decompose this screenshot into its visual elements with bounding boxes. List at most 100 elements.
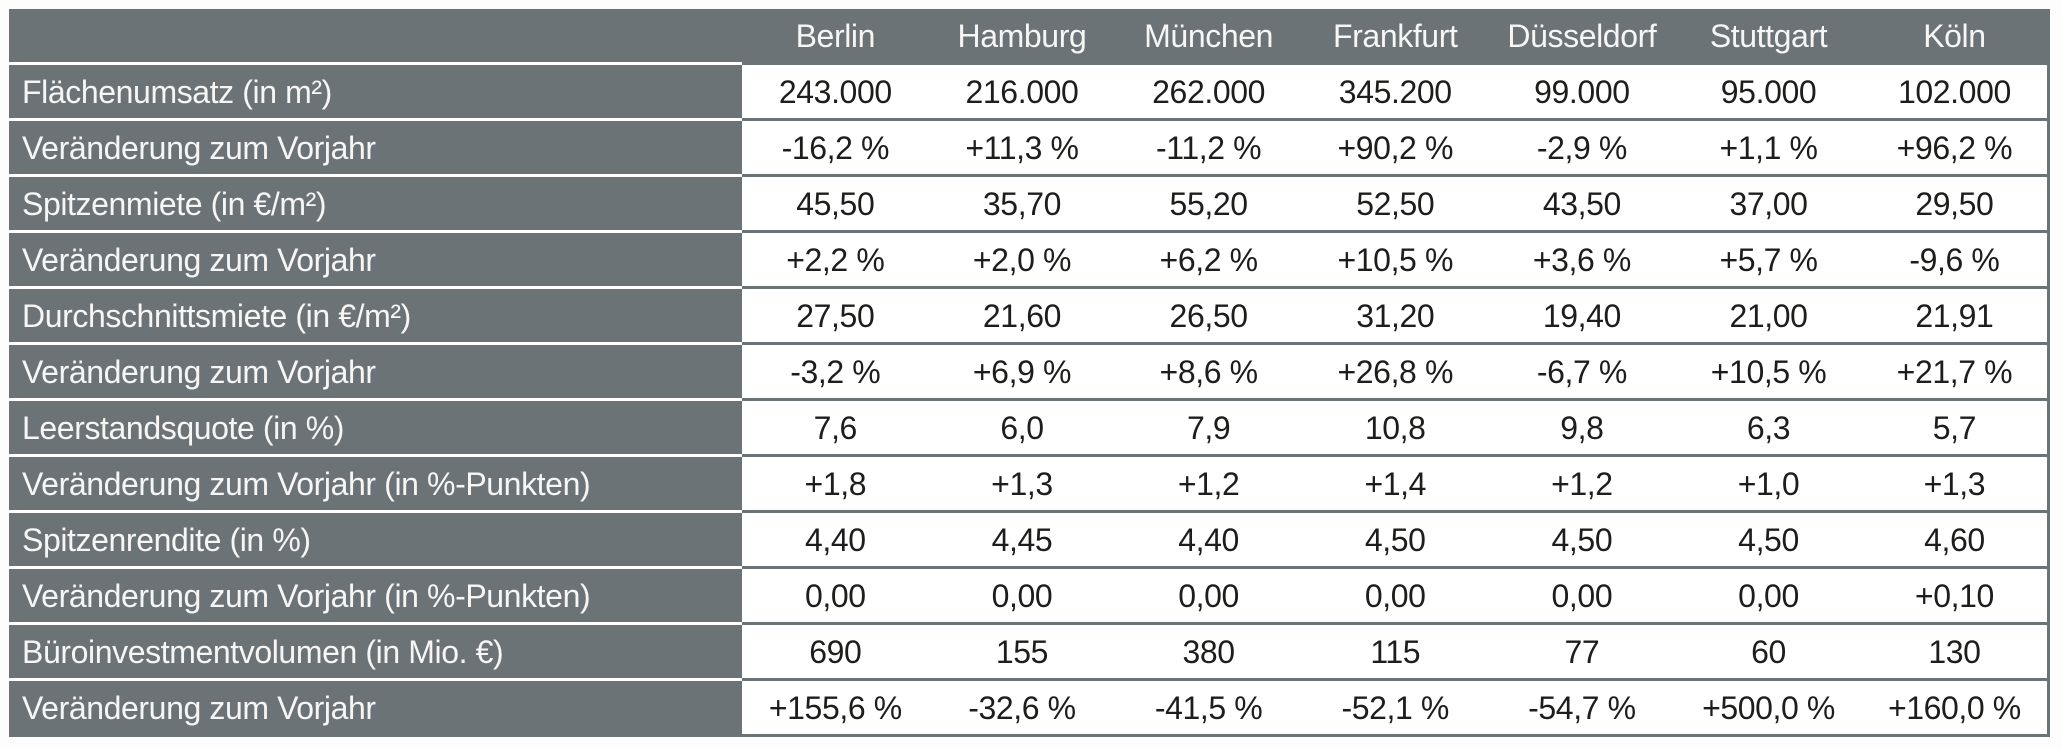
- value-cell: 27,50: [742, 286, 929, 344]
- value-cell: 95.000: [1675, 62, 1862, 120]
- value-cell: -54,7 %: [1488, 678, 1676, 737]
- value-cell: 0,00: [928, 566, 1116, 624]
- header-row: Berlin Hamburg München Frankfurt Düsseld…: [9, 9, 2050, 64]
- value-cell: +1,4: [1301, 454, 1489, 512]
- value-cell: +1,3: [1861, 454, 2050, 512]
- row-label: Veränderung zum Vorjahr: [9, 118, 742, 176]
- value-cell: +5,7 %: [1675, 230, 1862, 288]
- value-cell: 7,6: [742, 398, 929, 456]
- value-cell: +8,6 %: [1115, 342, 1302, 400]
- value-cell: 26,50: [1115, 286, 1302, 344]
- table-row-flaechenumsatz: Flächenumsatz (in m²) 243.000 216.000 26…: [9, 62, 2050, 120]
- value-cell: 43,50: [1488, 174, 1676, 232]
- value-cell: 0,00: [1675, 566, 1862, 624]
- column-header-koeln: Köln: [1861, 9, 2050, 64]
- value-cell: 4,50: [1675, 510, 1862, 568]
- value-cell: +1,2: [1115, 454, 1302, 512]
- value-cell: 6,3: [1675, 398, 1862, 456]
- column-header-berlin: Berlin: [742, 9, 929, 64]
- value-cell: +0,10: [1861, 566, 2050, 624]
- table-row-spitzenrendite: Spitzenrendite (in %) 4,40 4,45 4,40 4,5…: [9, 510, 2050, 568]
- value-cell: -41,5 %: [1115, 678, 1302, 737]
- row-label: Spitzenrendite (in %): [9, 510, 742, 568]
- value-cell: 380: [1115, 622, 1302, 680]
- value-cell: 4,60: [1861, 510, 2050, 568]
- table-row-spitzenmiete: Spitzenmiete (in €/m²) 45,50 35,70 55,20…: [9, 174, 2050, 232]
- value-cell: +21,7 %: [1861, 342, 2050, 400]
- value-cell: 19,40: [1488, 286, 1676, 344]
- value-cell: +2,2 %: [742, 230, 929, 288]
- value-cell: +155,6 %: [742, 678, 929, 737]
- value-cell: 21,00: [1675, 286, 1862, 344]
- value-cell: 37,00: [1675, 174, 1862, 232]
- value-cell: -52,1 %: [1301, 678, 1489, 737]
- row-label: Büroinvestmentvolumen (in Mio. €): [9, 622, 742, 680]
- value-cell: 21,91: [1861, 286, 2050, 344]
- value-cell: -2,9 %: [1488, 118, 1676, 176]
- value-cell: 4,45: [928, 510, 1116, 568]
- row-label: Veränderung zum Vorjahr (in %-Punkten): [9, 566, 742, 624]
- value-cell: 6,0: [928, 398, 1116, 456]
- column-header-muenchen: München: [1115, 9, 1302, 64]
- row-label: Durchschnittsmiete (in €/m²): [9, 286, 742, 344]
- value-cell: +1,0: [1675, 454, 1862, 512]
- value-cell: 5,7: [1861, 398, 2050, 456]
- value-cell: 35,70: [928, 174, 1116, 232]
- value-cell: 77: [1488, 622, 1676, 680]
- value-cell: +3,6 %: [1488, 230, 1676, 288]
- value-cell: -3,2 %: [742, 342, 929, 400]
- value-cell: +6,2 %: [1115, 230, 1302, 288]
- value-cell: 9,8: [1488, 398, 1676, 456]
- value-cell: 21,60: [928, 286, 1116, 344]
- row-label: Veränderung zum Vorjahr: [9, 678, 742, 737]
- value-cell: +500,0 %: [1675, 678, 1862, 737]
- value-cell: 4,40: [742, 510, 929, 568]
- table-row-veraenderung-spitzenrendite: Veränderung zum Vorjahr (in %-Punkten) 0…: [9, 566, 2050, 624]
- value-cell: +10,5 %: [1301, 230, 1489, 288]
- table-row-veraenderung-leerstandsquote: Veränderung zum Vorjahr (in %-Punkten) +…: [9, 454, 2050, 512]
- table-row-veraenderung-durchschnittsmiete: Veränderung zum Vorjahr -3,2 % +6,9 % +8…: [9, 342, 2050, 400]
- value-cell: +1,3: [928, 454, 1116, 512]
- value-cell: +10,5 %: [1675, 342, 1862, 400]
- value-cell: 4,50: [1301, 510, 1489, 568]
- value-cell: 102.000: [1861, 62, 2050, 120]
- table-row-veraenderung-bueroinvestmentvolumen: Veränderung zum Vorjahr +155,6 % -32,6 %…: [9, 678, 2050, 737]
- column-header-duesseldorf: Düsseldorf: [1488, 9, 1676, 64]
- value-cell: +1,2: [1488, 454, 1676, 512]
- value-cell: 155: [928, 622, 1116, 680]
- value-cell: 45,50: [742, 174, 929, 232]
- office-market-table: Berlin Hamburg München Frankfurt Düsseld…: [9, 9, 2050, 737]
- value-cell: 31,20: [1301, 286, 1489, 344]
- value-cell: -32,6 %: [928, 678, 1116, 737]
- table-row-durchschnittsmiete: Durchschnittsmiete (in €/m²) 27,50 21,60…: [9, 286, 2050, 344]
- value-cell: 7,9: [1115, 398, 1302, 456]
- value-cell: 0,00: [1488, 566, 1676, 624]
- value-cell: +160,0 %: [1861, 678, 2050, 737]
- value-cell: -9,6 %: [1861, 230, 2050, 288]
- value-cell: 115: [1301, 622, 1489, 680]
- value-cell: 10,8: [1301, 398, 1489, 456]
- value-cell: 29,50: [1861, 174, 2050, 232]
- value-cell: +96,2 %: [1861, 118, 2050, 176]
- row-label: Veränderung zum Vorjahr (in %-Punkten): [9, 454, 742, 512]
- value-cell: 4,50: [1488, 510, 1676, 568]
- table-row-leerstandsquote: Leerstandsquote (in %) 7,6 6,0 7,9 10,8 …: [9, 398, 2050, 456]
- value-cell: 243.000: [742, 62, 929, 120]
- corner-cell: [9, 9, 742, 64]
- value-cell: 262.000: [1115, 62, 1302, 120]
- value-cell: 4,40: [1115, 510, 1302, 568]
- value-cell: +11,3 %: [928, 118, 1116, 176]
- value-cell: +1,1 %: [1675, 118, 1862, 176]
- value-cell: +2,0 %: [928, 230, 1116, 288]
- row-label: Veränderung zum Vorjahr: [9, 342, 742, 400]
- value-cell: 52,50: [1301, 174, 1489, 232]
- value-cell: -11,2 %: [1115, 118, 1302, 176]
- value-cell: +6,9 %: [928, 342, 1116, 400]
- value-cell: 60: [1675, 622, 1862, 680]
- table-row-bueroinvestmentvolumen: Büroinvestmentvolumen (in Mio. €) 690 15…: [9, 622, 2050, 680]
- row-label: Leerstandsquote (in %): [9, 398, 742, 456]
- value-cell: 130: [1861, 622, 2050, 680]
- table-row-veraenderung-spitzenmiete: Veränderung zum Vorjahr +2,2 % +2,0 % +6…: [9, 230, 2050, 288]
- value-cell: 99.000: [1488, 62, 1676, 120]
- value-cell: 216.000: [928, 62, 1116, 120]
